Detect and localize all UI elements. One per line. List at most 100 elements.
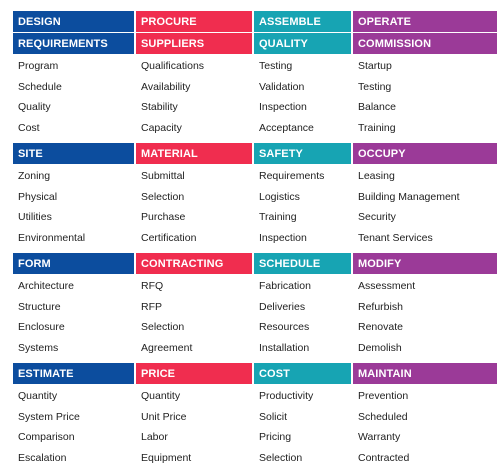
- list-item: Cost: [18, 121, 40, 134]
- list-item: Balance: [358, 101, 396, 114]
- list-item: Training: [358, 121, 396, 134]
- list-item: Program: [18, 60, 59, 73]
- list-item: Schedule: [18, 80, 62, 93]
- section-header: OPERATE: [353, 11, 497, 32]
- section-header: PRICE: [136, 363, 252, 384]
- list-item: Logistics: [259, 190, 300, 203]
- section-header: DESIGN: [13, 11, 134, 32]
- list-item: Comparison: [18, 431, 75, 444]
- list-item: Fabrication: [259, 280, 311, 293]
- item-list: Startup Testing Balance Training: [353, 54, 497, 140]
- list-item: Testing: [358, 80, 392, 93]
- list-item: Environmental: [18, 231, 86, 244]
- item-list: Quantity System Price Comparison Escalation: [13, 384, 134, 470]
- list-item: Stability: [141, 101, 178, 114]
- item-list: Testing Validation Inspection Acceptance: [254, 54, 351, 140]
- list-item: RFQ: [141, 280, 164, 293]
- list-item: Inspection: [259, 101, 307, 114]
- section-header: PROCURE: [136, 11, 252, 32]
- list-item: Selection: [259, 451, 303, 464]
- list-item: Utilities: [18, 211, 52, 224]
- list-item: Quality: [18, 101, 51, 114]
- list-item: Tenant Services: [358, 231, 433, 244]
- list-item: Capacity: [141, 121, 182, 134]
- list-item: Zoning: [18, 170, 51, 183]
- item-list: Program Schedule Quality Cost: [13, 54, 134, 140]
- list-item: Systems: [18, 341, 59, 354]
- section-header: FORM: [13, 253, 134, 274]
- list-item: Resources: [259, 321, 310, 334]
- column-procure: PROCURE SUPPLIERS Qualifications Availabili…: [136, 11, 252, 470]
- list-item: Assessment: [358, 280, 416, 293]
- list-item: Refurbish: [358, 300, 403, 313]
- list-item: Installation: [259, 341, 310, 354]
- item-list: Productivity Solicit Pricing Selection: [254, 384, 351, 470]
- list-item: Leasing: [358, 170, 395, 183]
- list-item: Startup: [358, 60, 392, 73]
- column-operate: OPERATE COMMISSION Startup Testing Balance Tr…: [353, 11, 497, 470]
- list-item: Pricing: [259, 431, 292, 444]
- section-header: OCCUPY: [353, 143, 497, 164]
- list-item: RFP: [141, 300, 162, 313]
- list-item: Availability: [141, 80, 191, 93]
- section-header: QUALITY: [254, 33, 351, 54]
- item-list: Submittal Selection Purchase Certification: [136, 164, 252, 250]
- section-header: COMMISSION: [353, 33, 497, 54]
- section-header: ASSEMBLE: [254, 11, 351, 32]
- section-header: CONTRACTING: [136, 253, 252, 274]
- list-item: Architecture: [18, 280, 75, 293]
- list-item: Physical: [18, 190, 58, 203]
- section-header: MODIFY: [353, 253, 497, 274]
- list-item: Solicit: [259, 410, 288, 423]
- section-header: SUPPLIERS: [136, 33, 252, 54]
- list-item: Agreement: [141, 341, 193, 354]
- list-item: Quantity: [18, 390, 58, 403]
- list-item: Testing: [259, 60, 293, 73]
- list-item: Security: [358, 211, 396, 224]
- list-item: Contracted: [358, 451, 410, 464]
- section-header: REQUIREMENTS: [13, 33, 134, 54]
- list-item: Warranty: [358, 431, 401, 444]
- list-item: Structure: [18, 300, 61, 313]
- list-item: Equipment: [141, 451, 192, 464]
- item-list: Zoning Physical Utilities Environmental: [13, 164, 134, 250]
- list-item: Productivity: [259, 390, 314, 403]
- item-list: Assessment Refurbish Renovate Demolish: [353, 274, 497, 360]
- list-item: Acceptance: [259, 121, 314, 134]
- list-item: Prevention: [358, 390, 409, 403]
- list-item: Demolish: [358, 341, 402, 354]
- list-item: Unit Price: [141, 410, 187, 423]
- section-header: ESTIMATE: [13, 363, 134, 384]
- list-item: Selection: [141, 190, 185, 203]
- list-item: Scheduled: [358, 410, 408, 423]
- list-item: Selection: [141, 321, 185, 334]
- list-item: Enclosure: [18, 321, 65, 334]
- item-list: Qualifications Availability Stability Capac…: [136, 54, 252, 140]
- list-item: Submittal: [141, 170, 185, 183]
- section-header: MAINTAIN: [353, 363, 497, 384]
- list-item: Labor: [141, 431, 168, 444]
- section-header: MATERIAL: [136, 143, 252, 164]
- column-assemble: ASSEMBLE QUALITY Testing Validation Inspecti…: [254, 11, 351, 470]
- list-item: Training: [259, 211, 297, 224]
- list-item: Validation: [259, 80, 305, 93]
- section-header: SCHEDULE: [254, 253, 351, 274]
- item-list: RFQ RFP Selection Agreement: [136, 274, 252, 360]
- item-list: Leasing Building Management Security Tenant…: [353, 164, 497, 250]
- phase-grid: DESIGN REQUIREMENTS Program Schedule Quality…: [13, 11, 497, 470]
- item-list: Quantity Unit Price Labor Equipment: [136, 384, 252, 470]
- list-item: Renovate: [358, 321, 403, 334]
- list-item: Certification: [141, 231, 197, 244]
- item-list: Requirements Logistics Training Inspection: [254, 164, 351, 250]
- list-item: Escalation: [18, 451, 67, 464]
- list-item: System Price: [18, 410, 80, 423]
- item-list: Fabrication Deliveries Resources Installati…: [254, 274, 351, 360]
- section-header: SAFETY: [254, 143, 351, 164]
- list-item: Quantity: [141, 390, 181, 403]
- list-item: Building Management: [358, 190, 460, 203]
- item-list: Prevention Scheduled Warranty Contracted: [353, 384, 497, 470]
- list-item: Inspection: [259, 231, 307, 244]
- section-header: SITE: [13, 143, 134, 164]
- list-item: Deliveries: [259, 300, 306, 313]
- list-item: Requirements: [259, 170, 325, 183]
